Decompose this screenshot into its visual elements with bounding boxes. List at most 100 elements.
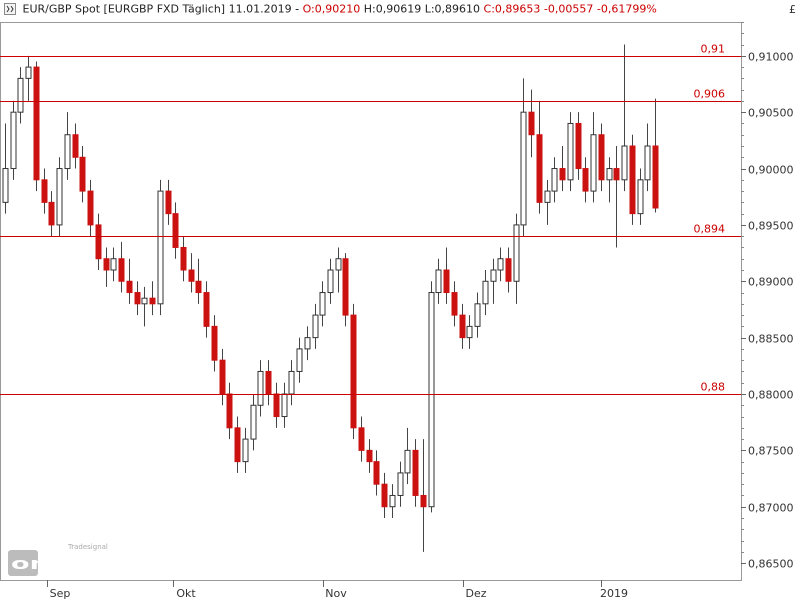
candle-up: [17, 77, 24, 113]
candle-up: [428, 292, 435, 508]
candle-up: [435, 269, 442, 294]
x-tick-label: Dez: [465, 587, 486, 600]
level-label: 0,91: [701, 43, 726, 56]
candle-up: [141, 297, 148, 305]
candle-up: [110, 258, 117, 271]
candle-up: [513, 224, 520, 282]
logo-brand: Tradesignal: [67, 543, 108, 551]
candle-down: [358, 427, 365, 451]
header-low: L:0,89610: [424, 2, 481, 16]
candle-up: [520, 111, 527, 226]
instrument-icon: [4, 3, 16, 15]
candle-up: [64, 134, 71, 170]
candle-up: [25, 66, 32, 79]
candle-down: [149, 297, 156, 305]
candle-up: [567, 122, 574, 181]
candle-down: [95, 224, 102, 260]
candle-down: [459, 314, 466, 339]
header-close-change: C:0,89653 -0,00557 -0,61799%: [483, 2, 657, 16]
candle-down: [195, 280, 202, 294]
candle-down: [165, 190, 172, 215]
candle-down: [505, 258, 512, 282]
candle-up: [312, 314, 319, 339]
candle-up: [327, 269, 334, 294]
candle-up: [157, 190, 164, 305]
candle-up: [637, 179, 644, 215]
candle-down: [48, 201, 55, 226]
currency-symbol: £: [789, 3, 796, 16]
tradesignal-logo: Tradesignal online: [8, 540, 108, 578]
candle-down: [273, 393, 280, 418]
header-open: O:0,90210: [302, 2, 361, 16]
candle-down: [575, 122, 582, 170]
candle-down: [528, 111, 535, 136]
y-tick-label: 0,89500: [748, 220, 794, 233]
candle-down: [72, 134, 79, 158]
x-tick-label: Sep: [50, 587, 71, 600]
candle-down: [134, 292, 141, 305]
candle-up: [319, 292, 326, 316]
candle-up: [466, 325, 473, 339]
candle-up: [590, 134, 597, 192]
candle-down: [420, 494, 427, 508]
y-tick-label: 0,89000: [748, 276, 794, 289]
candle-down: [443, 269, 450, 294]
candle-up: [497, 258, 504, 271]
candle-down: [203, 292, 210, 327]
y-tick-label: 0,90500: [748, 107, 794, 120]
y-tick-label: 0,86500: [748, 558, 794, 571]
candle-up: [288, 370, 295, 395]
candle-up: [644, 145, 651, 181]
candle-up: [2, 168, 9, 203]
candle-up: [404, 449, 411, 474]
candle-up: [56, 168, 63, 226]
candle-down: [33, 66, 40, 181]
candle-up: [474, 303, 481, 327]
candle-down: [652, 145, 659, 209]
candle-down: [598, 134, 605, 181]
candle-down: [180, 246, 187, 271]
candle-up: [296, 348, 303, 372]
candle-up: [544, 190, 551, 203]
level-label: 0,894: [694, 223, 726, 236]
header-high: H:0,90619: [363, 2, 422, 16]
y-tick-label: 0,88000: [748, 389, 794, 402]
level-label: 0,906: [694, 88, 726, 101]
candle-down: [629, 145, 636, 215]
candle-up: [242, 438, 249, 463]
candle-up: [482, 280, 489, 305]
candle-up: [490, 269, 497, 282]
header-date: 11.01.2019: [228, 2, 292, 16]
candle-up: [250, 404, 257, 440]
candle-up: [304, 337, 311, 350]
candle-down: [103, 258, 110, 271]
y-tick-label: 0,88500: [748, 333, 794, 346]
candle-up: [257, 370, 264, 406]
candle-down: [451, 292, 458, 316]
x-tick-label: Okt: [176, 587, 196, 600]
y-tick-label: 0,91000: [748, 51, 794, 64]
x-tick-label: Nov: [325, 587, 347, 600]
candle-up: [281, 393, 288, 418]
candle-down: [366, 449, 373, 463]
candle-down: [118, 258, 125, 282]
logo-name: online: [11, 554, 105, 573]
instrument-name: EUR/GBP Spot [EURGBP FXD Täglich]: [22, 2, 226, 16]
candle-down: [226, 393, 233, 429]
candle-down: [41, 179, 48, 203]
candle-down: [582, 168, 589, 192]
candle-down: [536, 134, 543, 203]
candle-down: [87, 190, 94, 226]
candle-down: [188, 269, 195, 282]
candle-down: [559, 168, 566, 181]
candle-up: [551, 168, 558, 192]
candle-down: [219, 359, 226, 395]
candle-up: [335, 258, 342, 271]
candle-down: [234, 427, 241, 463]
chart-header: EUR/GBP Spot [EURGBP FXD Täglich] 11.01.…: [0, 2, 657, 20]
candle-down: [381, 483, 388, 508]
candle-up: [397, 472, 404, 496]
y-tick-label: 0,87000: [748, 502, 794, 515]
candle-up: [10, 111, 17, 170]
